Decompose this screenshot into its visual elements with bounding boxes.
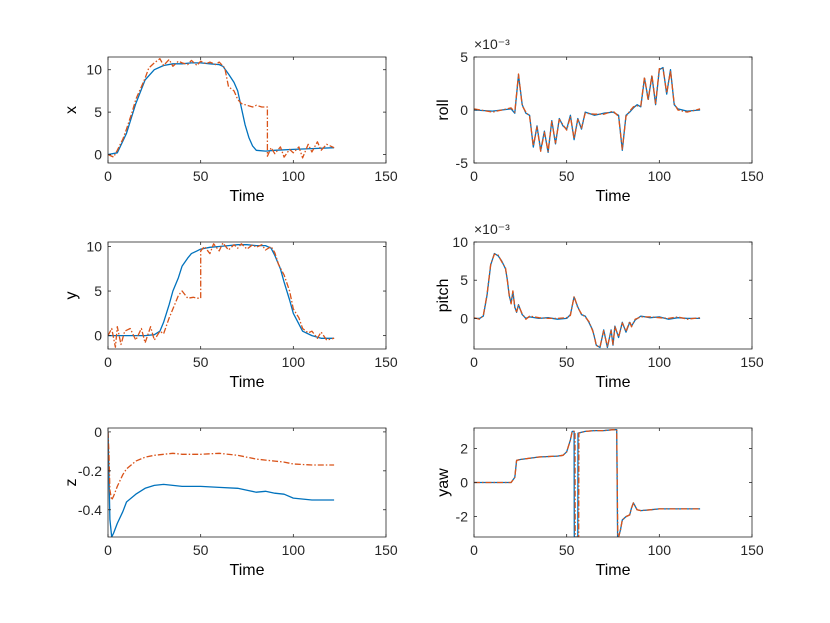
y-tick-label: 10: [86, 238, 102, 254]
series-reference-line: [474, 68, 701, 152]
y-tick-label: 5: [94, 104, 102, 120]
x-tick-label: 0: [104, 354, 112, 370]
x-tick-label: 50: [193, 168, 209, 184]
y-tick-label: 0: [460, 475, 468, 491]
series-reference-line: [474, 429, 701, 537]
chart-x: 0 50 100 150 0 5 10 Time x: [63, 56, 398, 205]
plot-area: [108, 242, 386, 349]
y-tick-label: -0.2: [78, 463, 102, 479]
y-axis-label: x: [63, 106, 80, 114]
x-tick-label: 50: [559, 354, 575, 370]
y-tick-label: 5: [460, 49, 468, 65]
x-axis-label: Time: [230, 374, 265, 391]
y-tick-label: 0: [94, 424, 102, 440]
y-tick-label: -5: [456, 155, 469, 171]
plot-area: [474, 428, 752, 537]
series-reference-line: [474, 253, 701, 348]
chart-z: 0 50 100 150 -0.4 -0.2 0 Time z: [63, 424, 398, 579]
y-axis-label: yaw: [435, 468, 452, 497]
plot-area: [108, 57, 386, 163]
x-tick-label: 150: [740, 168, 764, 184]
plot-area: [108, 428, 386, 537]
x-tick-label: 100: [648, 354, 672, 370]
y-tick-label: 5: [94, 283, 102, 299]
chart-yaw: 0 50 100 150 -2 0 2 Time yaw: [435, 427, 764, 579]
axes-box: [473, 241, 753, 350]
series-actual-line: [108, 431, 335, 537]
y-tick-label: 10: [452, 234, 468, 250]
x-tick-label: 100: [282, 168, 306, 184]
x-tick-label: 100: [648, 168, 672, 184]
x-tick-label: 50: [559, 168, 575, 184]
y-tick-label: 0: [94, 147, 102, 163]
x-tick-label: 0: [470, 354, 478, 370]
axes-box: [107, 56, 387, 164]
series-actual-line: [108, 62, 335, 156]
plot-area: [474, 57, 752, 163]
y-tick-label: 2: [460, 440, 468, 456]
axes-box: [107, 427, 387, 538]
y-tick-label: 5: [460, 272, 468, 288]
y-tick-label: 0: [94, 328, 102, 344]
x-tick-label: 50: [193, 354, 209, 370]
x-axis-label: Time: [596, 188, 631, 205]
x-axis-label: Time: [596, 562, 631, 579]
y-tick-label: 10: [86, 62, 102, 78]
y-tick-label: 0: [460, 310, 468, 326]
series-reference-line: [108, 431, 335, 501]
exponent-label: ×10⁻³: [474, 221, 510, 237]
series-actual-line: [108, 244, 335, 339]
x-tick-label: 100: [648, 542, 672, 558]
x-tick-label: 0: [470, 542, 478, 558]
series-reference-line: [108, 58, 335, 159]
x-tick-label: 0: [104, 542, 112, 558]
y-axis-label: pitch: [435, 279, 452, 313]
series-reference-line: [108, 242, 335, 348]
y-axis-label: z: [63, 479, 80, 487]
x-tick-label: 150: [740, 542, 764, 558]
x-axis-label: Time: [230, 188, 265, 205]
y-axis-label: roll: [435, 99, 452, 120]
x-tick-label: 0: [470, 168, 478, 184]
x-tick-label: 150: [374, 168, 398, 184]
x-tick-label: 100: [282, 542, 306, 558]
x-tick-label: 150: [374, 542, 398, 558]
y-tick-label: 0: [460, 102, 468, 118]
y-tick-label: -2: [456, 509, 469, 525]
x-axis-label: Time: [230, 562, 265, 579]
y-tick-label: -0.4: [78, 502, 102, 518]
x-tick-label: 150: [374, 354, 398, 370]
chart-pitch: 0 50 100 150 0 5 10 Time pitch ×10⁻³: [435, 221, 764, 391]
x-tick-label: 100: [282, 354, 306, 370]
x-tick-label: 150: [740, 354, 764, 370]
chart-y: 0 50 100 150 0 5 10 Time y: [63, 238, 398, 391]
x-tick-label: 50: [193, 542, 209, 558]
plot-area: [474, 242, 752, 349]
y-axis-label: y: [63, 292, 80, 300]
x-tick-label: 50: [559, 542, 575, 558]
x-tick-label: 0: [104, 168, 112, 184]
x-axis-label: Time: [596, 374, 631, 391]
axes-box: [107, 241, 387, 350]
exponent-label: ×10⁻³: [474, 36, 510, 52]
